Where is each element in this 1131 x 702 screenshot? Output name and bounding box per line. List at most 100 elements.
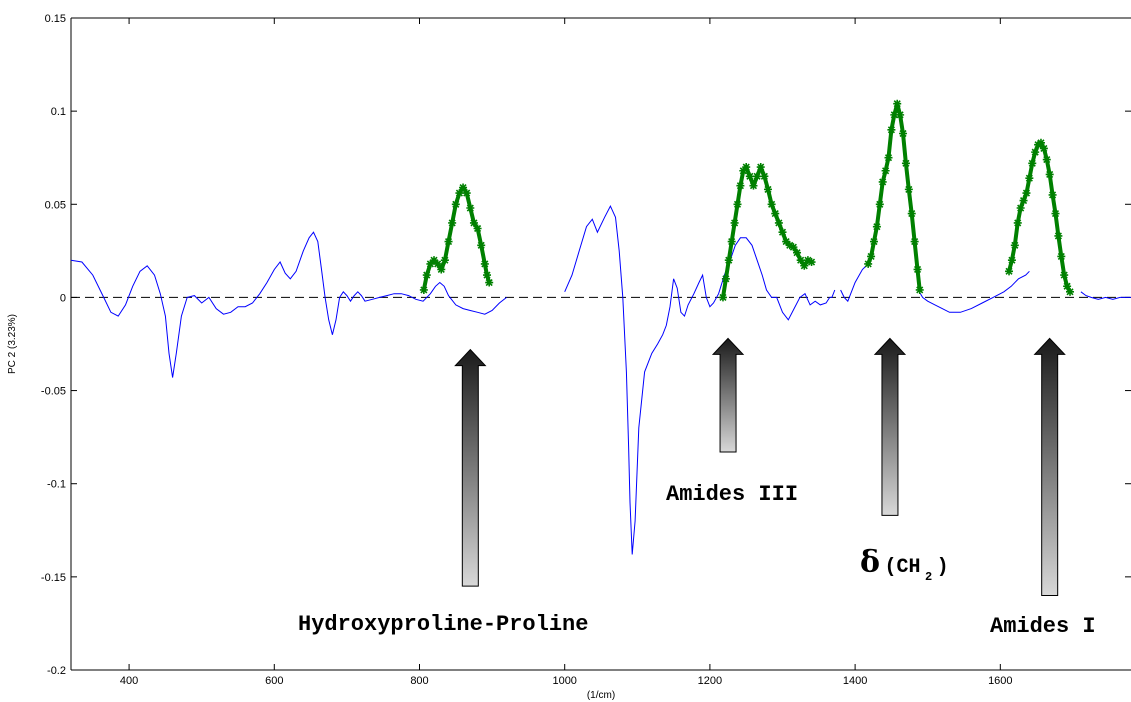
band-star-marker <box>893 99 902 108</box>
band-star-marker <box>807 258 816 267</box>
delta-symbol: δ <box>860 545 880 580</box>
band-star-marker <box>774 218 783 227</box>
y-tick-label: 0.05 <box>45 199 66 211</box>
y-tick-label: 0 <box>60 292 66 304</box>
band-star-marker <box>1019 196 1028 205</box>
band-star-marker <box>480 259 489 268</box>
band-star-marker <box>477 241 486 250</box>
band-star-marker <box>1010 241 1019 250</box>
annotation-delta-ch2: δ (CH 2 ) <box>860 545 949 584</box>
spectrum-line <box>917 270 1030 313</box>
band-star-marker <box>785 241 794 250</box>
band-star-marker <box>907 209 916 218</box>
band-star-marker <box>1057 252 1066 261</box>
band-star-marker <box>433 259 442 268</box>
y-tick-label: -0.1 <box>47 479 66 491</box>
band-star-marker <box>896 110 905 119</box>
band-star-marker <box>789 243 798 252</box>
band-star-marker <box>878 177 887 186</box>
band-star-marker <box>469 218 478 227</box>
band-star-marker <box>1060 271 1069 280</box>
band-star-marker <box>1045 170 1054 179</box>
band-star-marker <box>1016 204 1025 213</box>
band-star-marker <box>1051 209 1060 218</box>
band-star-marker <box>462 189 471 198</box>
band-star-marker <box>430 256 439 265</box>
band-star-marker <box>1066 287 1075 296</box>
y-tick-label: -0.05 <box>41 386 66 398</box>
y-tick-label: 0.1 <box>51 106 66 118</box>
band-star-marker <box>733 200 742 209</box>
band-star-marker <box>782 237 791 246</box>
up-arrow-icon <box>1033 337 1066 596</box>
ch-open: (CH <box>884 556 920 579</box>
band-star-marker <box>867 252 876 261</box>
band-star-marker <box>1063 282 1072 291</box>
band-star-marker <box>727 237 736 246</box>
x-tick-label: 600 <box>265 675 283 687</box>
band-star-marker <box>718 293 727 302</box>
band-star-marker <box>473 224 482 233</box>
band-star-marker <box>910 237 919 246</box>
band-star-marker <box>1013 218 1022 227</box>
band-star-marker <box>459 183 468 192</box>
band-star-marker <box>483 271 492 280</box>
band-star-marker <box>1025 174 1034 183</box>
ch-close: ) <box>937 556 949 579</box>
x-tick-label: 1600 <box>988 675 1012 687</box>
annotation-amides-i: Amides I <box>990 614 1096 639</box>
band-star-marker <box>1036 138 1045 147</box>
spectrum-line <box>829 289 836 298</box>
band-star-marker <box>796 256 805 265</box>
band-star-marker <box>1048 190 1057 199</box>
x-tick-label: 400 <box>120 675 138 687</box>
band-star-marker <box>756 163 765 172</box>
band-star-marker <box>875 200 884 209</box>
band-star-marker <box>466 204 475 213</box>
band-star-marker <box>803 256 812 265</box>
y-tick-label: 0.15 <box>45 13 66 25</box>
band-star-marker <box>444 237 453 246</box>
band-star-marker <box>793 248 802 257</box>
band-star-marker <box>901 159 910 168</box>
band-star-marker <box>864 259 873 268</box>
x-tick-label: 1200 <box>698 675 722 687</box>
band-star-marker <box>887 125 896 134</box>
band-star-marker <box>915 285 924 294</box>
up-arrow-icon <box>454 348 487 587</box>
band-star-marker <box>730 218 739 227</box>
band-star-marker <box>1031 148 1040 157</box>
x-tick-label: 800 <box>410 675 428 687</box>
band-star-marker <box>869 237 878 246</box>
band-star-marker <box>881 166 890 175</box>
band-star-marker <box>485 278 494 287</box>
band-star-marker <box>760 172 769 181</box>
band-star-marker <box>448 218 457 227</box>
band-star-marker <box>736 181 745 190</box>
x-tick-label: 1000 <box>552 675 576 687</box>
plot-area <box>71 18 1131 670</box>
band-star-marker <box>749 181 758 190</box>
spectrum-line <box>70 231 507 378</box>
spectrum-line <box>1080 291 1131 300</box>
band-star-marker <box>745 172 754 181</box>
spectrum-line <box>564 204 831 555</box>
band-star-marker <box>899 129 908 138</box>
band-star-marker <box>440 256 449 265</box>
band-star-marker <box>1028 159 1037 168</box>
y-tick-label: -0.2 <box>47 665 66 677</box>
band-star-marker <box>771 209 780 218</box>
band-star-marker <box>763 185 772 194</box>
band-star-marker <box>778 228 787 237</box>
annotation-hydroxyproline: Hydroxyproline-Proline <box>298 612 588 637</box>
band-star-marker <box>721 274 730 283</box>
band-star-marker <box>890 110 899 119</box>
y-tick-label: -0.15 <box>41 572 66 584</box>
band-star-marker <box>1007 256 1016 265</box>
band-star-marker <box>1005 267 1014 276</box>
band-star-marker <box>1022 189 1031 198</box>
band-star-marker <box>742 163 751 172</box>
band-star-marker <box>913 265 922 274</box>
band-star-marker <box>884 153 893 162</box>
